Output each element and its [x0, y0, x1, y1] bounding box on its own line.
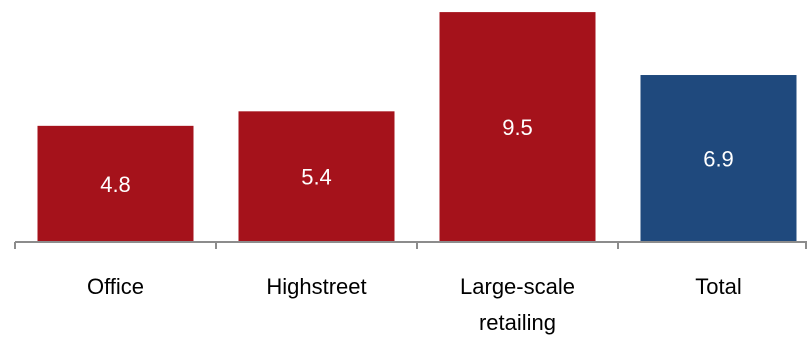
x-tick-label: Highstreet	[266, 274, 366, 299]
bar-value-label: 4.8	[100, 172, 131, 197]
x-tick-label: Office	[87, 274, 144, 299]
bar-value-label: 5.4	[301, 165, 332, 190]
bar-value-label: 9.5	[502, 115, 533, 140]
bars-layer: 4.8 5.4 9.5 6.9	[37, 12, 797, 243]
x-axis	[14, 241, 807, 249]
bar-2	[439, 12, 596, 242]
bar-0	[37, 125, 194, 242]
bar-1	[238, 111, 395, 242]
x-tick-labels: Office Highstreet Large-scale retailing Tota…	[87, 274, 742, 335]
bar-3	[640, 75, 797, 243]
x-tick-label: Large-scale retailing	[460, 274, 575, 335]
bar-value-label: 6.9	[703, 147, 734, 172]
x-tick-label: Total	[695, 274, 741, 299]
